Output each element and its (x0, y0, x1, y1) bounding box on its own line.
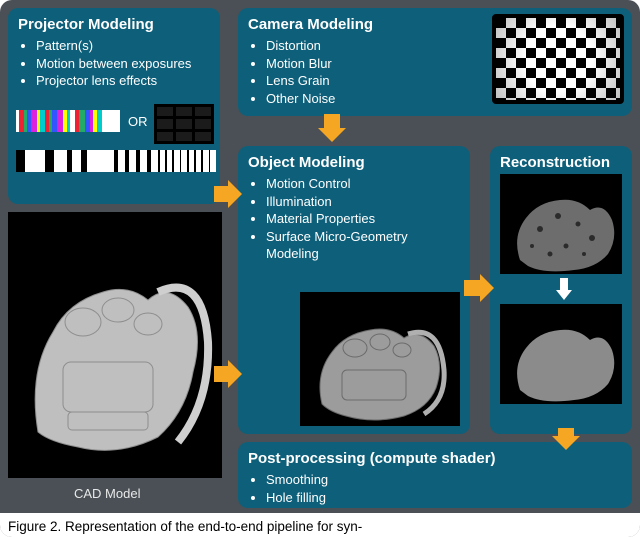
arrow-projector-to-object (214, 180, 242, 208)
bullet: Smoothing (266, 471, 622, 489)
object-engine-thumb (300, 292, 460, 426)
cad-model-image (8, 212, 222, 478)
bullet: Illumination (266, 193, 460, 211)
panel-post-bullets: Smoothing Hole filling (266, 471, 622, 506)
pattern-binary-strip (16, 150, 216, 172)
diagram-canvas: Projector Modeling Pattern(s) Motion bet… (0, 0, 640, 537)
arrow-camera-to-object (318, 114, 346, 142)
checkerboard-distortion (492, 14, 624, 104)
figure-caption: Figure 2. Representation of the end-to-e… (0, 513, 640, 537)
pattern-barcode (16, 110, 120, 132)
arrow-cad-to-object (214, 360, 242, 388)
panel-projector-title: Projector Modeling (18, 16, 210, 33)
bullet: Surface Micro-Geometry Modeling (266, 228, 460, 263)
panel-object-bullets: Motion Control Illumination Material Pro… (266, 175, 460, 263)
bullet: Motion Control (266, 175, 460, 193)
arrow-reconstruction-internal (556, 278, 572, 300)
bullet: Motion between exposures (36, 55, 210, 73)
bullet: Pattern(s) (36, 37, 210, 55)
panel-post: Post-processing (compute shader) Smoothi… (238, 442, 632, 508)
bullet: Material Properties (266, 210, 460, 228)
cad-model-label: CAD Model (74, 486, 140, 501)
pattern-grid-3x3 (154, 104, 214, 144)
bullet: Hole filling (266, 489, 622, 507)
or-label: OR (128, 114, 148, 129)
panel-post-title: Post-processing (compute shader) (248, 450, 622, 467)
panel-object-title: Object Modeling (248, 154, 460, 171)
panel-reconstruction-title: Reconstruction (500, 154, 622, 171)
caption-text: Figure 2. Representation of the end-to-e… (8, 519, 362, 534)
arrow-reconstruction-to-post (552, 428, 580, 450)
engine-svg (8, 212, 222, 478)
bullet: Projector lens effects (36, 72, 210, 90)
reconstruction-processed-thumb (500, 304, 622, 404)
reconstruction-raw-thumb (500, 174, 622, 274)
panel-projector-bullets: Pattern(s) Motion between exposures Proj… (36, 37, 210, 90)
arrow-object-to-reconstruction (464, 274, 494, 302)
